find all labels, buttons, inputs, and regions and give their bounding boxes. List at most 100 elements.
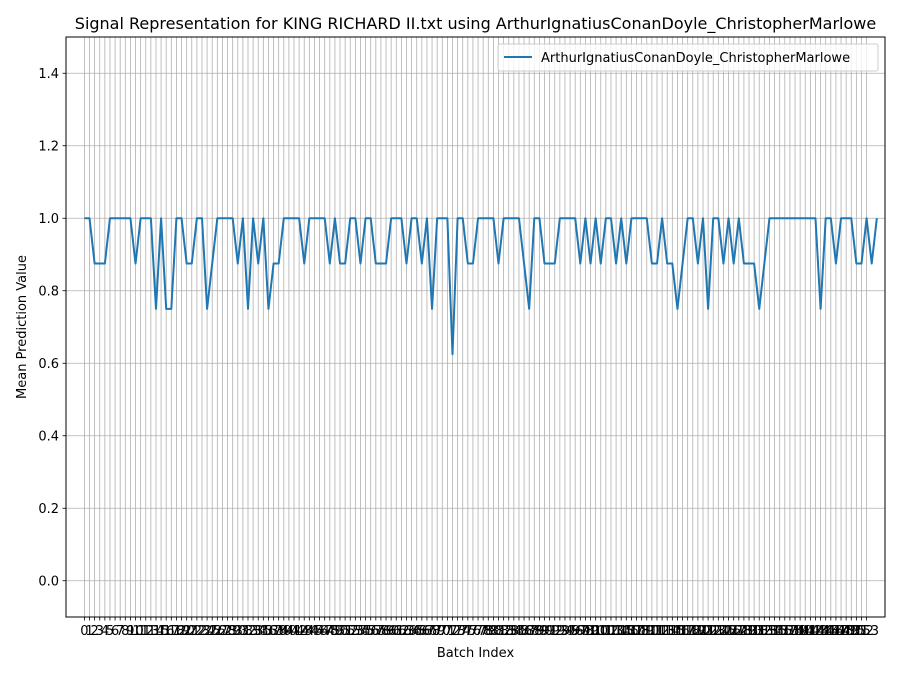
y-tick-label: 0.0 [38, 574, 59, 589]
x-tick-label: 93 [552, 624, 569, 639]
x-tick-label: 18 [168, 624, 185, 639]
y-axis-label: Mean Prediction Value [15, 255, 30, 399]
x-tick-label: 65 [408, 624, 425, 639]
x-tick-label: 48 [322, 624, 339, 639]
x-tick-label: 114 [655, 624, 680, 639]
x-tick-label: 80 [485, 624, 502, 639]
x-tick-label: 15 [153, 624, 170, 639]
y-tick-label: 1.2 [38, 139, 59, 154]
x-tick-label: 121 [691, 624, 716, 639]
x-tick-label: 76 [465, 624, 482, 639]
x-tick-label: 150 [839, 624, 864, 639]
x-tick-label: 46 [311, 624, 328, 639]
x-tick-label: 103 [599, 624, 624, 639]
x-tick-label: 9 [126, 624, 134, 639]
x-gridlines [84, 37, 867, 617]
x-tick-label: 6 [111, 624, 119, 639]
x-tick-label: 38 [270, 624, 287, 639]
x-tick-label: 1 [85, 624, 93, 639]
x-tick-label: 20 [178, 624, 195, 639]
x-tick-label: 35 [255, 624, 272, 639]
x-tick-label: 86 [516, 624, 533, 639]
x-tick-label: 7 [116, 624, 124, 639]
x-tick-label: 50 [332, 624, 349, 639]
x-tick-label: 153 [854, 624, 879, 639]
x-tick-label: 147 [824, 624, 849, 639]
x-tick-label: 51 [337, 624, 354, 639]
x-tick-label: 43 [296, 624, 313, 639]
x-tick-label: 102 [593, 624, 618, 639]
x-tick-label: 82 [495, 624, 512, 639]
x-tick-label: 136 [767, 624, 792, 639]
x-tick-label: 16 [158, 624, 175, 639]
x-tick-label: 85 [511, 624, 528, 639]
x-tick-label: 89 [531, 624, 548, 639]
legend-box [497, 43, 879, 72]
x-tick-label: 100 [583, 624, 608, 639]
x-tick-label: 4 [101, 624, 109, 639]
x-axis-ticks: 0123456789101112131415161718192021222324… [80, 617, 879, 639]
x-tick-label: 72 [444, 624, 461, 639]
x-tick-label: 59 [378, 624, 395, 639]
x-tick-label: 135 [762, 624, 787, 639]
x-tick-label: 146 [818, 624, 843, 639]
x-tick-label: 58 [373, 624, 390, 639]
y-axis-ticks: 0.0 0.2 0.4 0.6 0.8 1.0 1.2 1.4 [38, 67, 66, 589]
x-tick-label: 104 [604, 624, 629, 639]
x-tick-label: 94 [557, 624, 574, 639]
x-tick-label: 0 [80, 624, 88, 639]
x-tick-label: 44 [301, 624, 318, 639]
x-tick-label: 118 [675, 624, 700, 639]
x-tick-label: 10 [127, 624, 144, 639]
x-tick-label: 120 [685, 624, 710, 639]
x-tick-label: 91 [541, 624, 558, 639]
x-tick-label: 37 [265, 624, 282, 639]
chart-title: Signal Representation for KING RICHARD I… [75, 14, 876, 34]
x-tick-label: 125 [711, 624, 736, 639]
x-tick-label: 52 [342, 624, 359, 639]
x-tick-label: 77 [470, 624, 487, 639]
x-tick-label: 123 [701, 624, 726, 639]
x-tick-label: 101 [588, 624, 613, 639]
x-tick-label: 67 [419, 624, 436, 639]
x-tick-label: 17 [163, 624, 180, 639]
x-tick-label: 60 [383, 624, 400, 639]
x-tick-label: 70 [434, 624, 451, 639]
x-tick-label: 33 [245, 624, 262, 639]
x-tick-label: 56 [362, 624, 379, 639]
y-tick-label: 0.8 [38, 284, 59, 299]
x-tick-label: 138 [777, 624, 802, 639]
x-tick-label: 142 [798, 624, 823, 639]
x-tick-label: 83 [500, 624, 517, 639]
x-tick-label: 12 [137, 624, 154, 639]
x-tick-label: 110 [634, 624, 659, 639]
x-tick-label: 27 [214, 624, 231, 639]
x-tick-label: 90 [536, 624, 553, 639]
x-tick-label: 99 [582, 624, 599, 639]
x-tick-label: 39 [276, 624, 293, 639]
x-tick-label: 143 [803, 624, 828, 639]
x-tick-label: 151 [844, 624, 869, 639]
x-tick-label: 57 [368, 624, 385, 639]
x-tick-label: 87 [521, 624, 538, 639]
x-tick-label: 53 [347, 624, 364, 639]
x-tick-label: 26 [209, 624, 226, 639]
x-tick-label: 62 [393, 624, 410, 639]
x-tick-label: 49 [327, 624, 344, 639]
x-tick-label: 119 [680, 624, 705, 639]
x-tick-label: 8 [121, 624, 129, 639]
x-tick-label: 116 [665, 624, 690, 639]
y-tick-label: 0.2 [38, 502, 59, 517]
x-tick-label: 28 [219, 624, 236, 639]
x-tick-label: 79 [480, 624, 497, 639]
x-tick-label: 112 [645, 624, 670, 639]
x-tick-label: 105 [609, 624, 634, 639]
x-tick-label: 117 [670, 624, 695, 639]
x-tick-label: 109 [629, 624, 654, 639]
x-tick-label: 137 [772, 624, 797, 639]
x-tick-label: 24 [199, 624, 216, 639]
x-tick-label: 98 [577, 624, 594, 639]
x-tick-label: 140 [788, 624, 813, 639]
x-tick-label: 131 [742, 624, 767, 639]
y-tick-label: 1.4 [38, 67, 59, 82]
